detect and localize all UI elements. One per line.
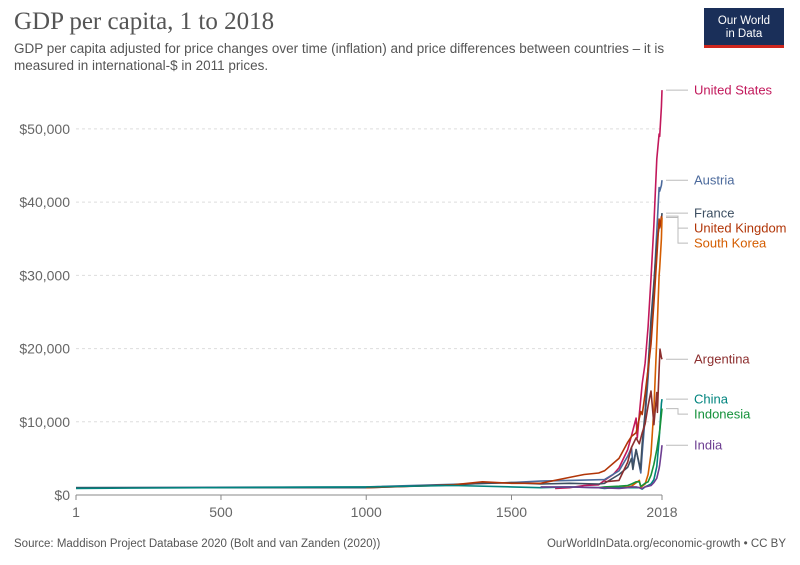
series-lines: [75, 90, 663, 490]
series-label-united-states: United States: [694, 83, 773, 98]
x-tick-label: 500: [209, 504, 233, 520]
series-label-india: India: [694, 438, 723, 453]
y-axis-ticks: $0 $10,000 $20,000 $30,000 $40,000 $50,000: [19, 121, 70, 503]
grid-lines: [76, 128, 662, 496]
series-label-south-korea: South Korea: [694, 236, 767, 251]
y-tick-label: $10,000: [19, 414, 70, 430]
x-axis-ticks: 1 500 1000 1500 2018: [72, 495, 678, 520]
series-label-austria: Austria: [694, 173, 735, 188]
series-label-china: China: [694, 392, 729, 407]
x-tick-label: 1500: [496, 504, 527, 520]
series-line-indonesia: [598, 408, 663, 489]
series-line-argentina: [604, 348, 663, 483]
series-line-united-kingdom: [366, 215, 663, 489]
series-line-france: [76, 213, 663, 489]
series-label-united-kingdom: United Kingdom: [694, 221, 787, 236]
logo-line-2: in Data: [725, 28, 763, 40]
chart-title: GDP per capita, 1 to 2018: [14, 8, 275, 35]
series-label-france: France: [694, 206, 734, 221]
series-label-indonesia: Indonesia: [694, 407, 751, 422]
y-tick-label: $40,000: [19, 194, 70, 210]
label-leader-line: [666, 408, 688, 415]
series-line-austria: [75, 180, 663, 489]
y-tick-label: $0: [54, 487, 70, 503]
y-tick-label: $50,000: [19, 121, 70, 137]
series-line-united-states: [555, 90, 663, 490]
x-tick-label: 1000: [351, 504, 382, 520]
y-tick-label: $30,000: [19, 267, 70, 283]
series-line-south-korea: [604, 217, 663, 489]
series-line-china: [75, 398, 663, 490]
license-link[interactable]: OurWorldInData.org/economic-growth • CC …: [546, 538, 786, 550]
label-leader-line: [666, 217, 688, 244]
owid-logo[interactable]: Our World in Data: [704, 8, 784, 48]
x-tick-label: 2018: [646, 504, 677, 520]
chart-subtitle: GDP per capita adjusted for price change…: [14, 41, 665, 73]
x-tick-label: 1: [72, 504, 80, 520]
series-line-india: [540, 445, 663, 490]
y-tick-label: $20,000: [19, 341, 70, 357]
series-label-argentina: Argentina: [694, 352, 750, 367]
logo-line-1: Our World: [717, 15, 771, 27]
source-note: Source: Maddison Project Database 2020 (…: [14, 538, 381, 550]
